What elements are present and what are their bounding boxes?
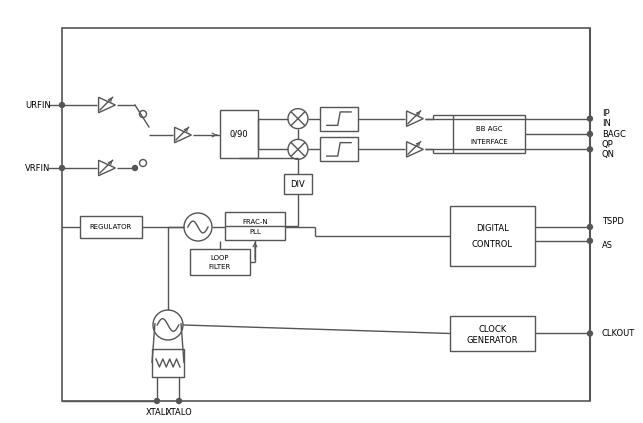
Text: FILTER: FILTER <box>209 264 231 270</box>
Bar <box>62 28 590 401</box>
Circle shape <box>288 139 308 159</box>
Text: INTERFACE: INTERFACE <box>470 139 508 145</box>
Circle shape <box>184 213 212 241</box>
Bar <box>450 316 535 351</box>
Circle shape <box>588 132 592 137</box>
Text: VRFIN: VRFIN <box>25 164 51 173</box>
Text: CONTROL: CONTROL <box>472 241 513 250</box>
Bar <box>80 216 142 238</box>
Bar <box>450 206 535 266</box>
Text: DIGITAL: DIGITAL <box>476 224 509 233</box>
Bar <box>152 349 184 377</box>
Text: FRAC-N: FRAC-N <box>242 219 267 225</box>
Text: LOOP: LOOP <box>211 255 229 261</box>
Text: BB AGC: BB AGC <box>476 126 502 132</box>
Text: URFIN: URFIN <box>25 101 51 110</box>
Polygon shape <box>406 111 423 126</box>
Text: CLOCK: CLOCK <box>478 325 507 334</box>
Circle shape <box>588 225 592 230</box>
Text: TSPD: TSPD <box>602 217 624 226</box>
Bar <box>220 110 258 158</box>
Text: DIV: DIV <box>291 179 305 189</box>
Circle shape <box>588 147 592 152</box>
Text: 0/90: 0/90 <box>230 129 248 138</box>
Text: GENERATOR: GENERATOR <box>467 336 518 345</box>
Text: XTALO: XTALO <box>166 409 192 418</box>
Circle shape <box>288 109 308 129</box>
Polygon shape <box>98 97 115 113</box>
Circle shape <box>154 398 159 404</box>
Text: BAGC: BAGC <box>602 129 626 138</box>
Bar <box>320 107 358 131</box>
Text: PLL: PLL <box>249 228 261 235</box>
Polygon shape <box>175 127 192 143</box>
Text: IN: IN <box>602 119 611 128</box>
Text: XTALI: XTALI <box>145 409 168 418</box>
Text: QN: QN <box>602 150 615 159</box>
Circle shape <box>60 102 64 107</box>
Polygon shape <box>98 160 115 176</box>
Bar <box>225 212 285 240</box>
Bar <box>284 174 312 194</box>
Text: AS: AS <box>602 241 613 250</box>
Circle shape <box>153 310 183 340</box>
Circle shape <box>140 110 147 118</box>
Text: QP: QP <box>602 140 613 149</box>
Circle shape <box>140 159 147 167</box>
Bar <box>453 115 525 153</box>
Bar <box>190 249 250 275</box>
Bar <box>320 137 358 161</box>
Circle shape <box>588 331 592 336</box>
Circle shape <box>588 238 592 243</box>
Text: CLKOUT: CLKOUT <box>602 329 635 338</box>
Polygon shape <box>406 142 423 157</box>
Circle shape <box>60 165 64 170</box>
Circle shape <box>588 116 592 121</box>
Text: IP: IP <box>602 109 610 118</box>
Circle shape <box>132 165 138 170</box>
Text: REGULATOR: REGULATOR <box>90 224 132 230</box>
Circle shape <box>176 398 181 404</box>
